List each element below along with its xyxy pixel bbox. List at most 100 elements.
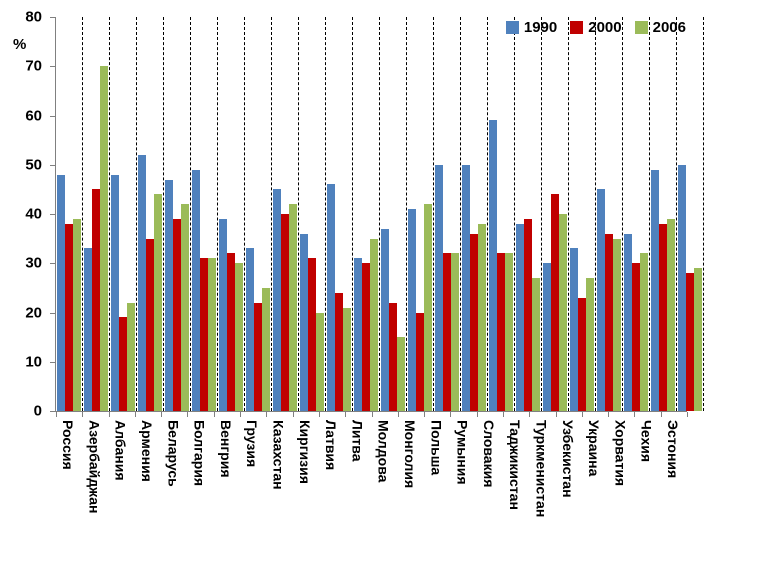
- bar-1990: [84, 248, 92, 411]
- category-label-text: Казахстан: [270, 420, 287, 490]
- x-axis-tick: [345, 412, 347, 417]
- x-axis-tick: [134, 412, 136, 417]
- bar-groups: [56, 17, 704, 411]
- bar-2006: [262, 287, 270, 411]
- x-axis-tick: [187, 412, 189, 417]
- bar-2000: [227, 253, 235, 411]
- category-label-text: Венгрия: [217, 420, 234, 478]
- bar-group: [326, 17, 353, 411]
- bar-2000: [551, 194, 559, 411]
- category-label: Туркменистан: [528, 420, 554, 565]
- y-axis-tick-label: 80: [25, 8, 42, 26]
- category-label-text: Словакия: [480, 420, 497, 488]
- bar-1990: [273, 189, 281, 411]
- category-label: Молдова: [371, 420, 397, 565]
- bar-1990: [462, 164, 470, 411]
- bar-2006: [397, 337, 405, 411]
- bar-2006: [613, 238, 621, 411]
- bar-1990: [597, 189, 605, 411]
- bar-group: [191, 17, 218, 411]
- category-label: Румыния: [449, 420, 475, 565]
- category-label: Латвия: [318, 420, 344, 565]
- x-axis-tick: [82, 412, 84, 417]
- category-label: Казахстан: [265, 420, 291, 565]
- y-axis-tick: [50, 263, 55, 265]
- bar-2006: [694, 268, 702, 411]
- bar-1990: [678, 164, 686, 411]
- x-axis-tick: [161, 412, 163, 417]
- bar-1990: [192, 169, 200, 411]
- bar-group: [380, 17, 407, 411]
- category-label: Киргизия: [292, 420, 318, 565]
- x-axis-tick: [555, 412, 557, 417]
- bar-group: [299, 17, 326, 411]
- category-label-text: Украина: [586, 420, 603, 477]
- bar-1990: [246, 248, 254, 411]
- bar-2006: [73, 218, 81, 411]
- x-axis-tick: [56, 412, 57, 417]
- x-axis-tick: [292, 412, 294, 417]
- bar-1990: [381, 228, 389, 411]
- category-label: Россия: [55, 420, 81, 565]
- x-axis-tick: [660, 412, 662, 417]
- x-axis-labels: Россия Азербайджан Албания Армения Беларусь Б…: [55, 420, 686, 565]
- bar-group: [515, 17, 542, 411]
- bar-1990: [111, 174, 119, 411]
- bar-2006: [505, 253, 513, 411]
- category-label: Польша: [423, 420, 449, 565]
- category-label: Венгрия: [213, 420, 239, 565]
- bar-group: [353, 17, 380, 411]
- x-axis-tick: [424, 412, 426, 417]
- category-label-text: Албания: [112, 420, 129, 481]
- category-label: Хорватия: [607, 420, 633, 565]
- category-label-text: Грузия: [244, 420, 261, 468]
- x-axis-tick: [450, 412, 452, 417]
- bar-2000: [254, 302, 262, 411]
- bar-group: [650, 17, 677, 411]
- category-label: Азербайджан: [81, 420, 107, 565]
- category-label-text: Россия: [60, 420, 77, 470]
- bar-group: [164, 17, 191, 411]
- legend-label: 1990: [523, 19, 558, 36]
- category-label-text: Литва: [349, 420, 366, 462]
- category-label-text: Беларусь: [165, 420, 182, 487]
- y-axis-tick: [50, 361, 55, 363]
- bar-2000: [470, 233, 478, 411]
- bar-2006: [154, 194, 162, 411]
- bar-2000: [497, 253, 505, 411]
- bar-2000: [632, 263, 640, 411]
- category-label: Словакия: [476, 420, 502, 565]
- bar-2000: [92, 189, 100, 411]
- bar-2000: [605, 233, 613, 411]
- x-axis-tick: [529, 412, 531, 417]
- category-label: Монголия: [397, 420, 423, 565]
- bar-1990: [57, 174, 65, 411]
- legend-item: 1990: [505, 19, 558, 36]
- bar-2006: [235, 263, 243, 411]
- x-axis-tick: [371, 412, 373, 417]
- category-label-text: Латвия: [323, 420, 340, 471]
- bar-2000: [362, 263, 370, 411]
- bar-group: [542, 17, 569, 411]
- y-axis-tick: [50, 17, 55, 18]
- y-axis-tick-label: 20: [25, 304, 42, 321]
- y-axis-tick-label: 70: [25, 57, 42, 75]
- y-axis-tick: [50, 411, 55, 412]
- category-label-text: Чехия: [638, 420, 655, 462]
- y-axis-tick-label: 50: [25, 156, 42, 174]
- bar-2006: [127, 302, 135, 411]
- legend-item: 2006: [634, 20, 686, 35]
- bar-2000: [335, 292, 343, 411]
- bar-group: [434, 17, 461, 411]
- category-label-text: Хорватия: [612, 420, 629, 487]
- bar-2006: [100, 66, 108, 411]
- bar-1990: [165, 179, 173, 411]
- bar-2000: [65, 223, 73, 411]
- x-axis-tick: [581, 412, 583, 417]
- bar-group: [110, 17, 137, 411]
- x-axis-tick: [397, 412, 399, 417]
- bar-group: [407, 17, 434, 411]
- category-label-text: Польша: [428, 420, 445, 476]
- category-label-text: Монголия: [402, 420, 418, 489]
